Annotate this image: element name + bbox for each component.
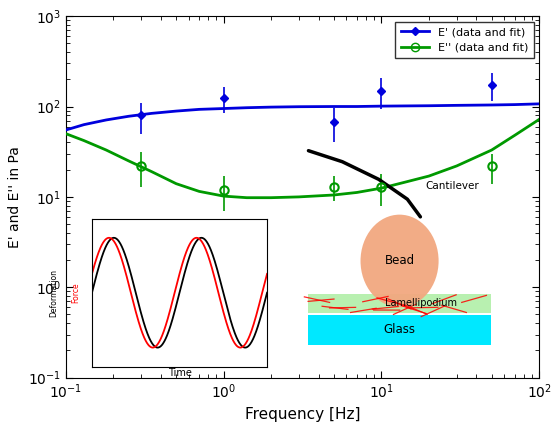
Y-axis label: E' and E'' in Pa: E' and E'' in Pa	[8, 146, 22, 248]
X-axis label: Frequency [Hz]: Frequency [Hz]	[245, 407, 360, 422]
Legend: E' (data and fit), E'' (data and fit): E' (data and fit), E'' (data and fit)	[395, 22, 534, 58]
